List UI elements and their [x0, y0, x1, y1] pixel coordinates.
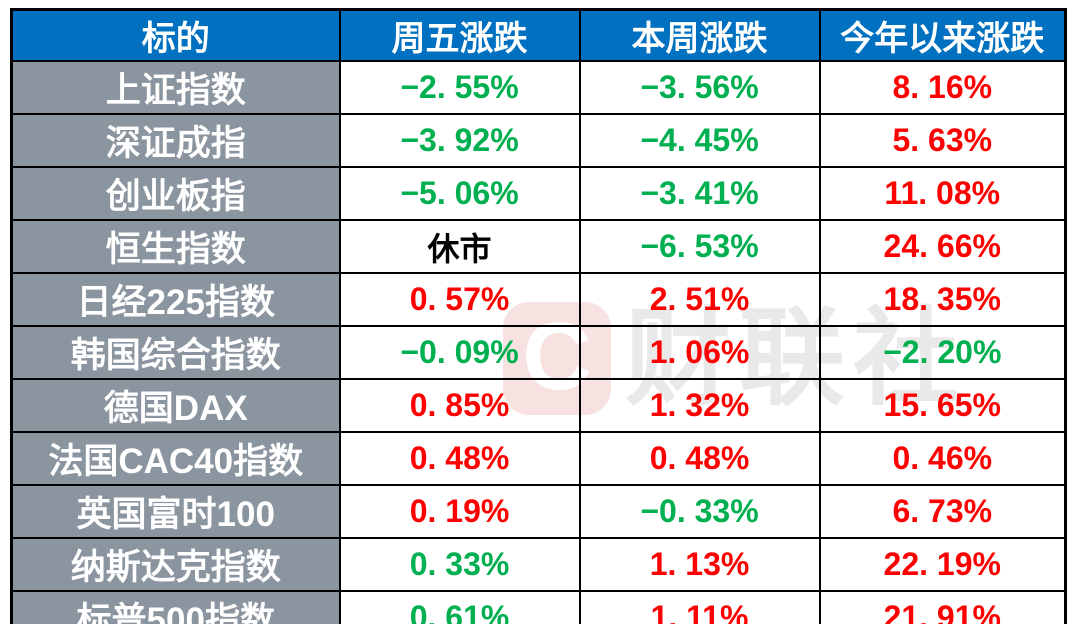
week-change-value: 1. 11% — [578, 590, 821, 624]
friday-change-value: −3. 92% — [338, 113, 581, 168]
table-row: 上证指数 −2. 55% −3. 56% 8. 16% — [10, 60, 1067, 115]
table-row: 韩国综合指数 −0. 09% 1. 06% −2. 20% — [10, 325, 1067, 380]
week-change-value: −3. 41% — [578, 166, 821, 221]
table-row: 深证成指 −3. 92% −4. 45% 5. 63% — [10, 113, 1067, 168]
week-change-value: −4. 45% — [578, 113, 821, 168]
header-target: 标的 — [10, 8, 341, 62]
table-row: 标普500指数 0. 61% 1. 11% 21. 91% — [10, 590, 1067, 624]
ytd-change-value: 18. 35% — [818, 272, 1067, 327]
table-row: 德国DAX 0. 85% 1. 32% 15. 65% — [10, 378, 1067, 433]
ytd-change-value: 21. 91% — [818, 590, 1067, 624]
index-name-cell: 创业板指 — [10, 166, 341, 221]
index-name-cell: 日经225指数 — [10, 272, 341, 327]
table-row: 法国CAC40指数 0. 48% 0. 48% 0. 46% — [10, 431, 1067, 486]
friday-change-value: 0. 48% — [338, 431, 581, 486]
friday-change-value: −0. 09% — [338, 325, 581, 380]
table-row: 创业板指 −5. 06% −3. 41% 11. 08% — [10, 166, 1067, 221]
index-name-cell: 标普500指数 — [10, 590, 341, 624]
header-week-change: 本周涨跌 — [578, 8, 821, 62]
week-change-value: 1. 32% — [578, 378, 821, 433]
index-name-cell: 深证成指 — [10, 113, 341, 168]
index-performance-table: 标的 周五涨跌 本周涨跌 今年以来涨跌 上证指数 −2. 55% −3. 56% 8.… — [10, 8, 1067, 624]
ytd-change-value: 8. 16% — [818, 60, 1067, 115]
header-ytd-change: 今年以来涨跌 — [818, 8, 1067, 62]
week-change-value: 1. 13% — [578, 537, 821, 592]
index-name-cell: 英国富时100 — [10, 484, 341, 539]
table-row: 英国富时100 0. 19% −0. 33% 6. 73% — [10, 484, 1067, 539]
week-change-value: −3. 56% — [578, 60, 821, 115]
week-change-value: −6. 53% — [578, 219, 821, 274]
week-change-value: 0. 48% — [578, 431, 821, 486]
index-name-cell: 上证指数 — [10, 60, 341, 115]
friday-change-value: −2. 55% — [338, 60, 581, 115]
index-name-cell: 恒生指数 — [10, 219, 341, 274]
week-change-value: −0. 33% — [578, 484, 821, 539]
index-name-cell: 纳斯达克指数 — [10, 537, 341, 592]
table-row: 纳斯达克指数 0. 33% 1. 13% 22. 19% — [10, 537, 1067, 592]
ytd-change-value: −2. 20% — [818, 325, 1067, 380]
friday-change-value: 0. 33% — [338, 537, 581, 592]
ytd-change-value: 15. 65% — [818, 378, 1067, 433]
friday-change-value: −5. 06% — [338, 166, 581, 221]
index-name-cell: 韩国综合指数 — [10, 325, 341, 380]
ytd-change-value: 22. 19% — [818, 537, 1067, 592]
ytd-change-value: 5. 63% — [818, 113, 1067, 168]
header-row: 标的 周五涨跌 本周涨跌 今年以来涨跌 — [10, 8, 1067, 62]
week-change-value: 2. 51% — [578, 272, 821, 327]
ytd-change-value: 24. 66% — [818, 219, 1067, 274]
ytd-change-value: 0. 46% — [818, 431, 1067, 486]
table-row: 日经225指数 0. 57% 2. 51% 18. 35% — [10, 272, 1067, 327]
index-name-cell: 法国CAC40指数 — [10, 431, 341, 486]
week-change-value: 1. 06% — [578, 325, 821, 380]
ytd-change-value: 6. 73% — [818, 484, 1067, 539]
header-friday-change: 周五涨跌 — [338, 8, 581, 62]
index-name-cell: 德国DAX — [10, 378, 341, 433]
friday-change-value: 0. 85% — [338, 378, 581, 433]
friday-change-value: 0. 57% — [338, 272, 581, 327]
table-body: 上证指数 −2. 55% −3. 56% 8. 16% 深证成指 −3. 92% −4. 4… — [10, 60, 1067, 624]
friday-change-value: 休市 — [338, 219, 581, 274]
friday-change-value: 0. 61% — [338, 590, 581, 624]
table-row: 恒生指数 休市 −6. 53% 24. 66% — [10, 219, 1067, 274]
ytd-change-value: 11. 08% — [818, 166, 1067, 221]
friday-change-value: 0. 19% — [338, 484, 581, 539]
